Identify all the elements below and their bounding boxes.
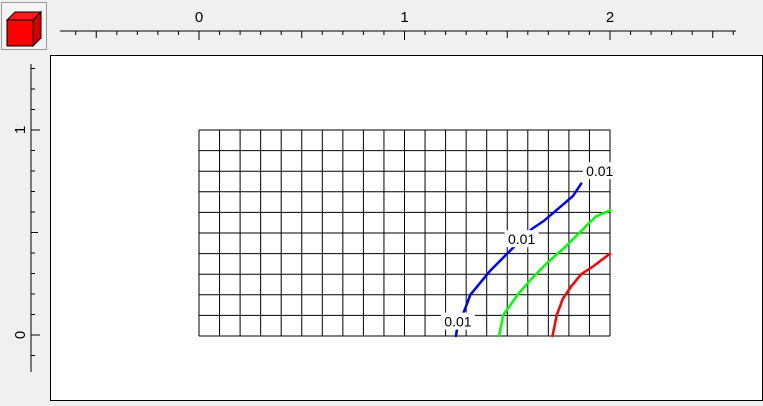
view-cube-button[interactable] [1, 2, 47, 50]
ruler-label: 1 [400, 9, 408, 26]
contour-label: 0.01 [444, 314, 471, 330]
contour-line [497, 209, 612, 338]
contour-label-background [440, 312, 475, 330]
ruler-label: 1 [12, 126, 29, 134]
plot-canvas[interactable]: 0.01 0.01 0.01 [50, 55, 763, 401]
contour-label-background [504, 230, 539, 248]
contour-line [551, 252, 612, 338]
mesh-grid [198, 129, 611, 337]
contour-label-background [582, 162, 617, 180]
ruler-label: 0 [195, 9, 203, 26]
contour-label: 0.01 [508, 231, 535, 247]
toolbar-corner [0, 0, 50, 54]
horizontal-ruler: 0 1 2 [50, 0, 763, 54]
contour-plot: 0.01 0.01 0.01 [198, 129, 617, 338]
contour-label: 0.01 [586, 163, 613, 179]
ruler-label: 0 [12, 331, 29, 339]
view-cube-icon [5, 10, 43, 48]
ruler-label: 2 [606, 9, 614, 26]
contour-line [454, 182, 583, 338]
